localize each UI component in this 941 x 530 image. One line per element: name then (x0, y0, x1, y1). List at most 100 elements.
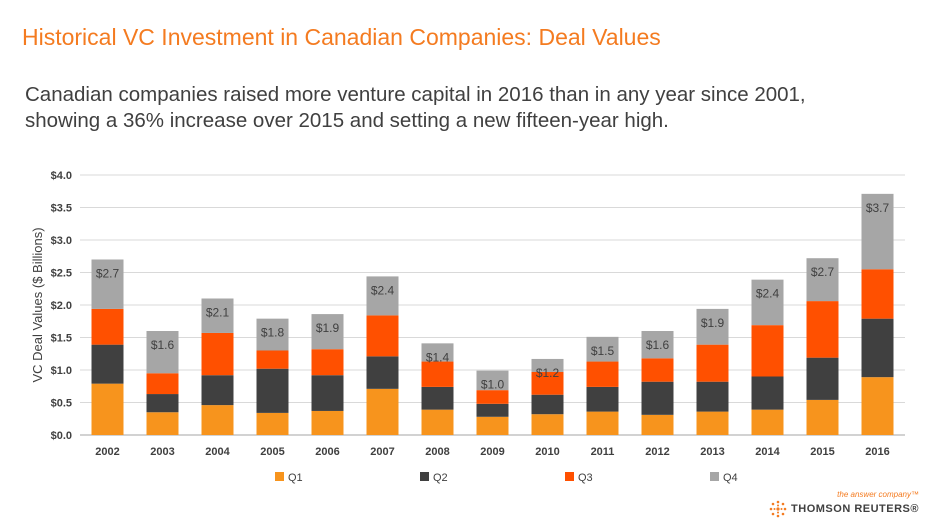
bar-segment-q4 (91, 259, 124, 309)
bar-segment-q2 (366, 356, 399, 389)
y-tick-label: $0.0 (51, 430, 72, 442)
bar-segment-q4 (476, 370, 509, 391)
subtitle-line-2: showing a 36% increase over 2015 and set… (25, 109, 669, 132)
bar-segment-q4 (861, 193, 894, 270)
bar-segment-q1 (696, 411, 729, 435)
bar-segment-q2 (256, 368, 289, 413)
bar-segment-q1 (146, 412, 179, 435)
bar-segment-q4 (421, 343, 454, 362)
legend-label-q2: Q2 (433, 472, 448, 484)
bar-segment-q1 (311, 410, 344, 435)
bar-segment-q1 (201, 405, 234, 435)
bar-segment-q4 (641, 331, 674, 359)
x-tick-label: 2003 (150, 446, 174, 458)
x-tick-label: 2014 (755, 446, 780, 458)
logo-brand-text: THOMSON REUTERS® (791, 502, 919, 515)
bar-segment-q2 (476, 403, 509, 417)
bar-segment-q1 (91, 383, 124, 435)
bar-segment-q2 (861, 318, 894, 378)
bar-segment-q3 (91, 308, 124, 345)
legend-swatch-q4 (710, 472, 719, 481)
bar-segment-q2 (531, 394, 564, 415)
bar-segment-q1 (256, 412, 289, 435)
y-tick-label: $4.0 (51, 170, 72, 182)
bar-segment-q4 (146, 331, 179, 374)
bar-segment-q2 (751, 376, 784, 410)
x-tick-label: 2004 (205, 446, 230, 458)
bar-segment-q4 (531, 358, 564, 372)
x-tick-label: 2010 (535, 446, 559, 458)
bar-segment-q3 (586, 361, 619, 387)
bar-segment-q1 (421, 409, 454, 435)
legend-swatch-q3 (565, 472, 574, 481)
bar-segment-q2 (696, 381, 729, 412)
bar-segment-q2 (806, 357, 839, 400)
x-tick-label: 2016 (865, 446, 889, 458)
x-tick-label: 2002 (95, 446, 119, 458)
total-label: $1.6 (646, 338, 670, 352)
x-tick-label: 2012 (645, 446, 669, 458)
subtitle-line-1: Canadian companies raised more venture c… (25, 83, 806, 106)
bar-segment-q3 (531, 371, 564, 395)
bar-segment-q1 (586, 411, 619, 435)
y-tick-label: $2.5 (51, 268, 72, 280)
total-label: $1.9 (701, 316, 725, 330)
y-tick-label: $3.0 (51, 235, 72, 247)
total-label: $1.5 (591, 344, 615, 358)
page-subtitle: Canadian companies raised more venture c… (25, 82, 905, 134)
bar-segment-q1 (531, 414, 564, 435)
x-tick-label: 2013 (700, 446, 724, 458)
bar-segment-q2 (146, 394, 179, 413)
bar-segment-q1 (806, 399, 839, 435)
bar-segment-q4 (696, 308, 729, 345)
bar-segment-q2 (641, 381, 674, 415)
bar-segment-q4 (751, 279, 784, 326)
x-tick-label: 2008 (425, 446, 449, 458)
bar-segment-q3 (146, 373, 179, 395)
bar-segment-q3 (201, 332, 234, 376)
legend-swatch-q2 (420, 472, 429, 481)
bar-segment-q3 (751, 325, 784, 377)
bar-segment-q1 (641, 414, 674, 435)
total-label: $1.4 (426, 350, 450, 364)
total-label: $2.4 (756, 287, 780, 301)
total-label: $3.7 (866, 201, 890, 215)
x-tick-label: 2005 (260, 446, 284, 458)
x-tick-label: 2009 (480, 446, 504, 458)
y-tick-label: $0.5 (51, 398, 72, 410)
bar-segment-q4 (201, 298, 234, 333)
total-label: $2.7 (811, 265, 835, 279)
total-label: $1.0 (481, 378, 505, 392)
bar-segment-q4 (586, 336, 619, 362)
x-tick-label: 2011 (591, 446, 615, 458)
x-tick-label: 2006 (315, 446, 339, 458)
thomson-reuters-logo: the answer company™ THOMSON REUTERS® (769, 490, 919, 518)
logo-tagline: the answer company™ (837, 490, 919, 499)
legend-label-q1: Q1 (288, 472, 303, 484)
total-label: $1.9 (316, 321, 340, 335)
x-tick-label: 2007 (370, 446, 394, 458)
total-label: $2.1 (206, 306, 230, 320)
bar-segment-q2 (91, 344, 124, 384)
bar-segment-q4 (366, 276, 399, 316)
bar-segment-q3 (861, 269, 894, 319)
logo-brand: THOMSON REUTERS® (769, 500, 919, 518)
total-label: $2.4 (371, 283, 395, 297)
total-label: $1.2 (536, 366, 560, 380)
bar-segment-q3 (256, 350, 289, 369)
bar-segment-q1 (751, 409, 784, 435)
bar-segment-q3 (366, 315, 399, 357)
bar-segment-q2 (586, 386, 619, 412)
y-axis-title: VC Deal Values ($ Billions) (30, 227, 45, 382)
logo-dots-icon (769, 500, 787, 518)
bar-segment-q3 (421, 361, 454, 387)
bar-segment-q3 (696, 344, 729, 382)
y-tick-label: $3.5 (51, 203, 72, 215)
y-tick-label: $1.0 (51, 365, 72, 377)
page-title: Historical VC Investment in Canadian Com… (22, 24, 661, 50)
bar-segment-q1 (366, 388, 399, 435)
legend-swatch-q1 (275, 472, 284, 481)
total-label: $1.6 (151, 338, 175, 352)
bar-segment-q2 (311, 375, 344, 411)
